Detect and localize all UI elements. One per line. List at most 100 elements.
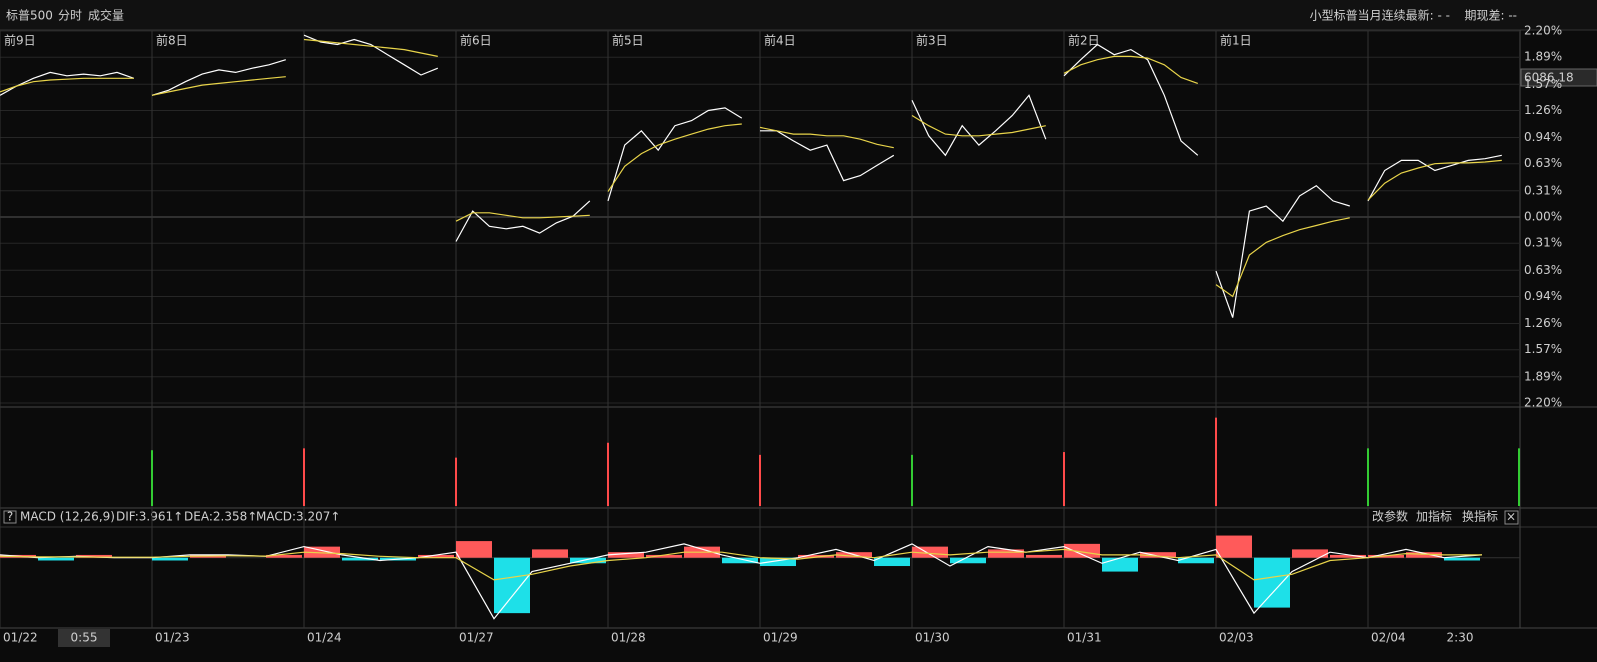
date-label: 02/04	[1371, 631, 1406, 645]
macd-bar	[1178, 557, 1214, 564]
close[interactable]: ×	[1506, 510, 1516, 524]
volume-bar	[1215, 417, 1217, 506]
volume-bar	[151, 450, 153, 506]
y-tick-label: 0.00%	[1524, 210, 1562, 224]
tab[interactable]: 成交量	[88, 8, 124, 23]
macd-bar	[1216, 535, 1252, 558]
volume-bar	[1063, 452, 1065, 506]
macd-bar	[456, 541, 492, 558]
day-label: 前4日	[764, 33, 796, 48]
price-box	[1520, 68, 1597, 87]
day-label: 前3日	[916, 33, 948, 48]
button[interactable]: 换指标	[1462, 509, 1498, 524]
y-tick-label: 0.31%	[1524, 236, 1562, 250]
volume-bar	[607, 442, 609, 506]
y-tick-label: 1.26%	[1524, 316, 1562, 330]
macd-bar	[304, 546, 340, 558]
tab[interactable]: 分时	[58, 9, 82, 23]
date-label: 01/31	[1067, 631, 1102, 645]
y-tick-label: 0.63%	[1524, 156, 1562, 170]
y-tick-label: 1.57%	[1524, 77, 1562, 91]
volume-bar	[1518, 448, 1520, 506]
macd-bar	[950, 557, 986, 564]
y-tick-label: 0.63%	[1524, 263, 1562, 277]
date-label: 01/24	[307, 631, 342, 645]
help[interactable]: ?	[7, 510, 13, 524]
macd-bar	[1330, 554, 1366, 558]
macd-bar	[912, 546, 948, 558]
button[interactable]: 改参数	[1372, 509, 1408, 524]
volume-bar	[303, 448, 305, 506]
macd-bar	[532, 549, 568, 558]
y-tick-label: 1.89%	[1524, 50, 1562, 64]
macd-bar	[76, 554, 112, 558]
close-button[interactable]	[1504, 510, 1519, 525]
macd-bar	[1102, 557, 1138, 572]
y-tick-label: 0.94%	[1524, 130, 1562, 144]
day-label: 前1日	[1220, 33, 1252, 48]
volume-bar	[911, 454, 913, 506]
y-tick-label: 1.57%	[1524, 342, 1562, 356]
macd-bar	[988, 549, 1024, 558]
time-box	[58, 629, 110, 647]
dea-label: DEA:2.358↑	[184, 510, 257, 524]
date-label: 02/03	[1219, 631, 1254, 645]
button[interactable]: 加指标	[1416, 509, 1452, 524]
date-label: 01/29	[763, 631, 798, 645]
macd-bar	[760, 557, 796, 567]
day-label: 前2日	[1068, 33, 1100, 48]
macd-bar	[418, 554, 454, 558]
macd-bar	[1026, 554, 1062, 558]
help-button[interactable]	[3, 510, 17, 524]
date-label: 01/28	[611, 631, 646, 645]
date-label: 01/22	[3, 631, 38, 645]
macd-bar	[1064, 543, 1100, 558]
y-tick-label: 2.20%	[1524, 24, 1562, 38]
line	[0, 34, 1502, 318]
y-tick-label: 0.31%	[1524, 183, 1562, 197]
time-label: 0:55	[71, 631, 98, 645]
macd-bar	[722, 557, 758, 564]
macd-label: MACD:3.207↑	[256, 510, 340, 524]
y-tick-label: 1.89%	[1524, 369, 1562, 383]
y-tick-label: 1.26%	[1524, 103, 1562, 117]
macd-bar	[798, 554, 834, 558]
date-label: 01/23	[155, 631, 190, 645]
volume-bar	[455, 457, 457, 506]
macd-bar	[266, 554, 302, 558]
top-bar	[0, 0, 1597, 30]
macd-bar	[1140, 552, 1176, 558]
day-label: 前5日	[612, 33, 644, 48]
info: 小型标普当月连续最新: - -	[1310, 8, 1450, 23]
dif-label: DIF:3.961↑	[116, 510, 183, 524]
macd-bar	[570, 557, 606, 564]
day-label: 前6日	[460, 33, 492, 48]
spread: 期现差: --	[1464, 9, 1517, 23]
macd-bar	[1254, 557, 1290, 608]
y-tick-label: 2.20%	[1524, 396, 1562, 410]
volume-bar	[1367, 448, 1369, 506]
y-tick-label: 0.94%	[1524, 289, 1562, 303]
price-label: 6086.18	[1524, 71, 1574, 85]
macd-bar	[1292, 549, 1328, 558]
day-label: 前8日	[156, 33, 188, 48]
line	[0, 548, 1482, 581]
macd-bar	[342, 557, 378, 561]
macd-bar	[1406, 552, 1442, 558]
volume-bar	[759, 454, 761, 506]
indicator: MACD (12,26,9)	[20, 510, 115, 524]
macd-bar	[874, 557, 910, 567]
date-label: 01/30	[915, 631, 950, 645]
day-label: 前9日	[4, 33, 36, 48]
symbol: 标普500	[6, 9, 53, 23]
macd-bar	[608, 552, 644, 558]
date-label: 01/27	[459, 631, 494, 645]
time-label: 2:30	[1447, 631, 1474, 645]
macd-bar	[1444, 557, 1480, 561]
macd-bar	[38, 557, 74, 561]
line	[0, 38, 1502, 298]
macd-bar	[152, 557, 188, 561]
